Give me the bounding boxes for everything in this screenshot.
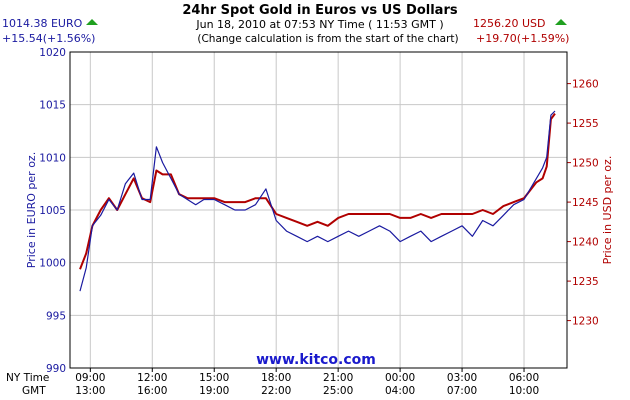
x-tick-label-ny: 12:00 xyxy=(137,372,167,384)
euro-up-arrow-icon xyxy=(86,19,98,25)
x-tick-label-ny: 06:00 xyxy=(509,372,539,384)
y-tick-label-right: 1230 xyxy=(572,316,599,328)
left-change: +15.54(+1.56%) xyxy=(2,32,95,45)
x-tick-label-ny: 00:00 xyxy=(385,372,415,384)
watermark: www.kitco.com xyxy=(256,352,376,368)
y-tick-label-left: 1010 xyxy=(39,152,66,164)
y-tick-label-right: 1240 xyxy=(572,237,599,249)
x-tick-label-ny: 21:00 xyxy=(323,372,353,384)
y-tick-label-left: 1015 xyxy=(39,100,66,112)
euro-series-line xyxy=(79,110,556,292)
x-tick-label-gmt: 22:00 xyxy=(261,385,291,397)
chart-title: 24hr Spot Gold in Euros vs US Dollars xyxy=(182,3,457,18)
x-tick-label-ny: 03:00 xyxy=(447,372,477,384)
x-tick-label-ny: 15:00 xyxy=(199,372,229,384)
chart-subtitle: Jun 18, 2010 at 07:53 NY Time ( 11:53 GM… xyxy=(195,18,443,31)
gmt-row-label: GMT xyxy=(22,385,46,397)
y-tick-label-right: 1245 xyxy=(572,197,599,209)
x-tick-label-gmt: 07:00 xyxy=(447,385,477,397)
y-tick-label-right: 1250 xyxy=(572,158,599,170)
y-axis-right-title: Price in USD per oz. xyxy=(601,156,614,265)
y-tick-label-right: 1260 xyxy=(572,79,599,91)
usd-up-arrow-icon xyxy=(555,19,567,25)
left-price: 1014.38 EURO xyxy=(2,17,83,30)
x-tick-label-gmt: 16:00 xyxy=(137,385,167,397)
y-tick-label-left: 990 xyxy=(46,363,66,375)
plot-frame xyxy=(69,51,568,369)
x-tick-label-gmt: 19:00 xyxy=(199,385,229,397)
y-tick-label-right: 1255 xyxy=(572,118,599,130)
y-tick-label-right: 1235 xyxy=(572,276,599,288)
y-tick-label-left: 1020 xyxy=(39,47,66,59)
x-tick-label-ny: 18:00 xyxy=(261,372,291,384)
right-price: 1256.20 USD xyxy=(473,17,546,30)
x-tick-label-gmt: 10:00 xyxy=(509,385,539,397)
x-tick-label-gmt: 13:00 xyxy=(75,385,105,397)
usd-series-line xyxy=(79,113,556,270)
y-tick-label-left: 995 xyxy=(46,310,66,322)
y-tick-label-left: 1005 xyxy=(39,205,66,217)
chart-note: (Change calculation is from the start of… xyxy=(197,33,458,45)
x-tick-label-gmt: 25:00 xyxy=(323,385,353,397)
right-change: +19.70(+1.59%) xyxy=(476,32,569,45)
y-tick-label-left: 1000 xyxy=(39,258,66,270)
y-axis-left-title: Price in EURO per oz. xyxy=(25,152,38,268)
x-tick-label-ny: 09:00 xyxy=(75,372,105,384)
ny-time-row-label: NY Time xyxy=(6,372,49,384)
x-tick-label-gmt: 04:00 xyxy=(385,385,415,397)
